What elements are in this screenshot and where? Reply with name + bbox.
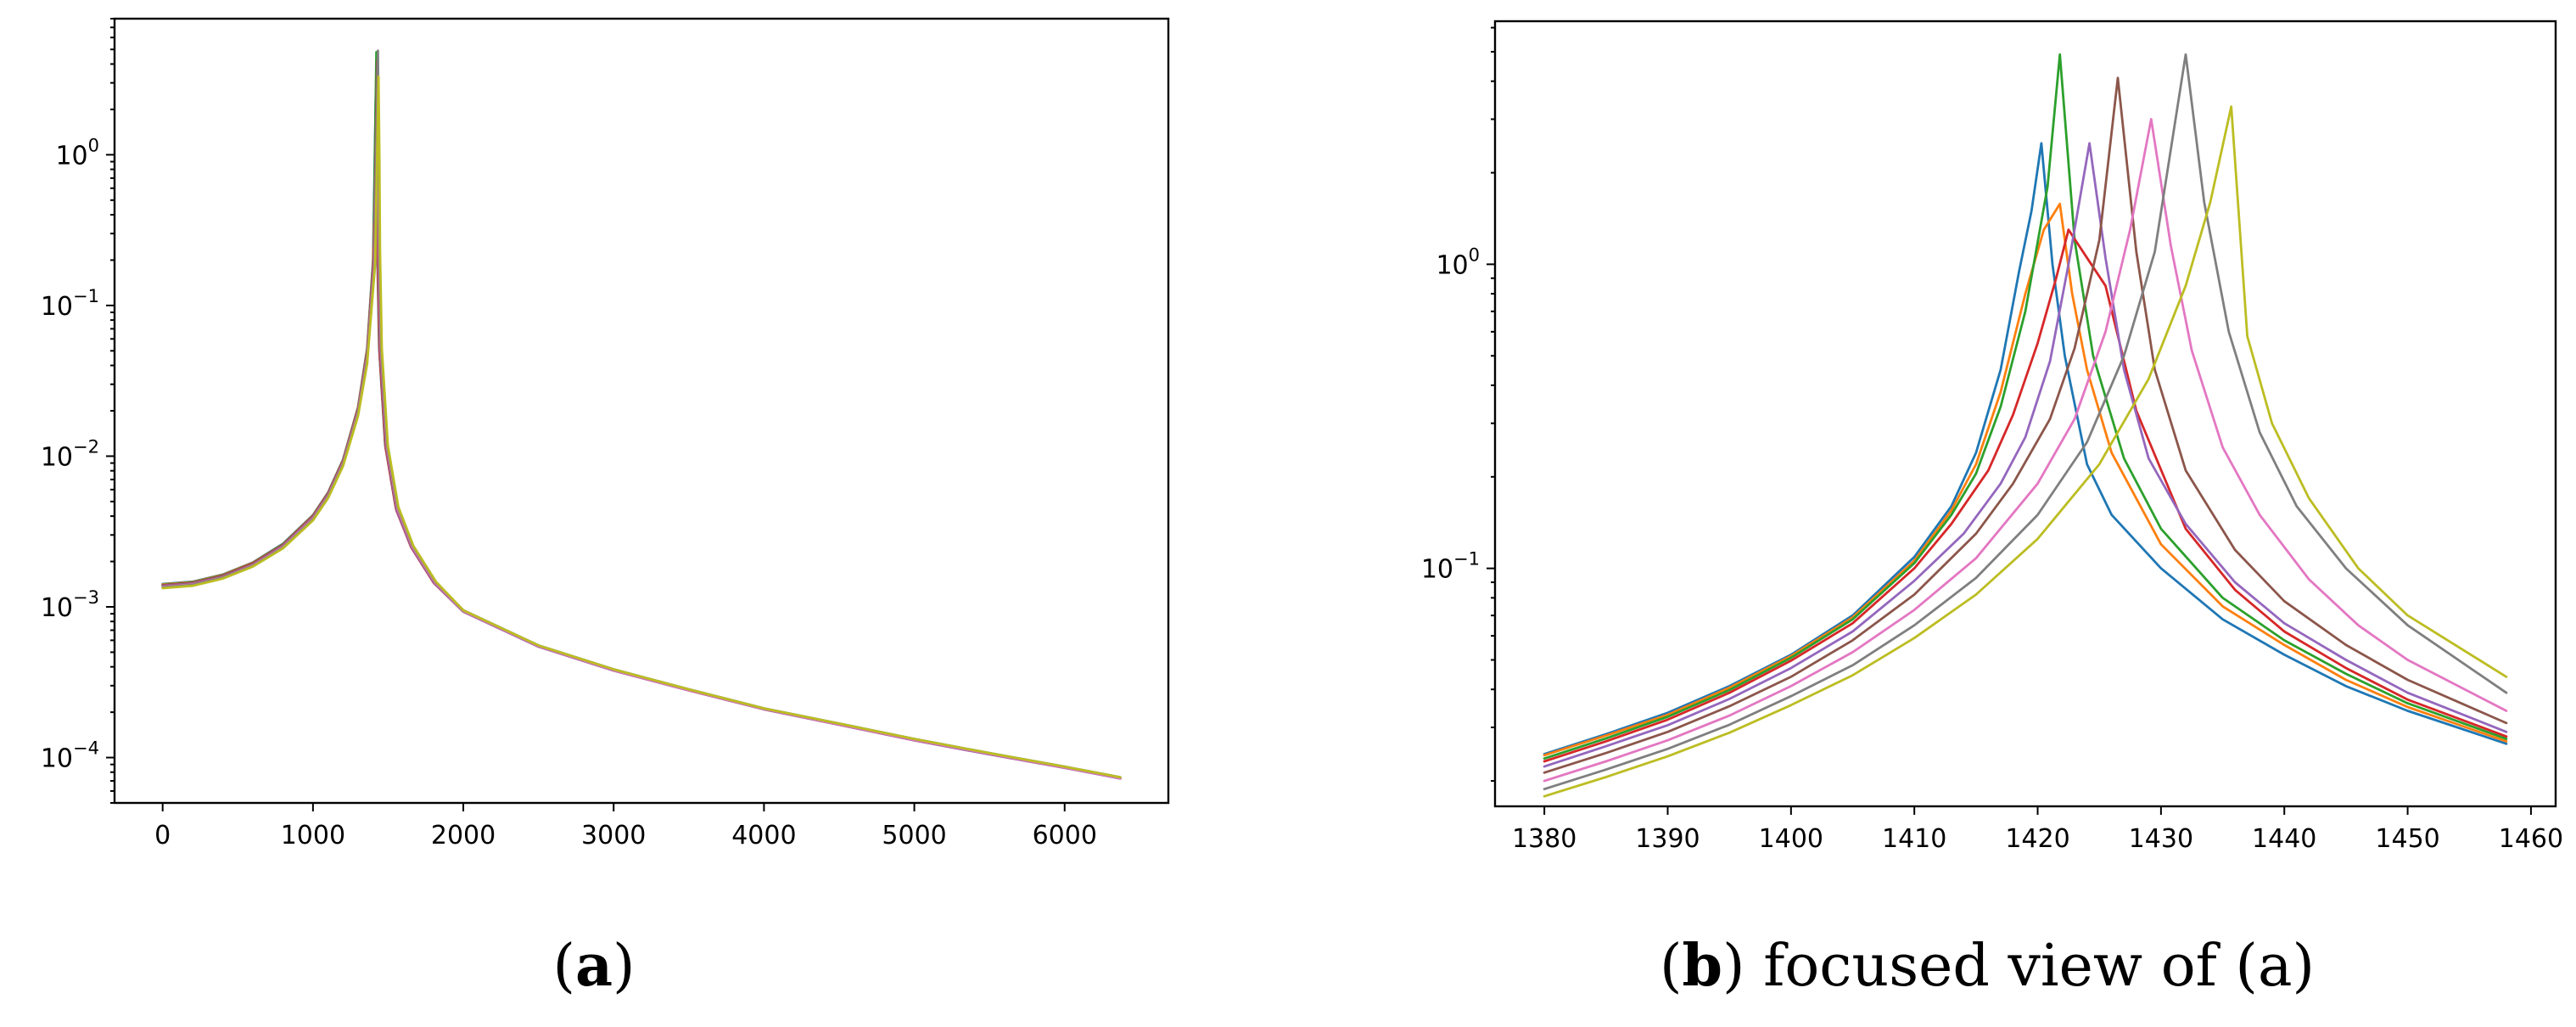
x-tick-label: 1420 <box>2005 824 2069 854</box>
x-tick-label: 4000 <box>731 821 796 850</box>
series-line-9 <box>1543 105 2508 798</box>
y-tick-label: 10−1 <box>1421 549 1480 585</box>
series-line-7 <box>161 81 1122 780</box>
series-line-1 <box>161 93 1122 779</box>
series-line-9 <box>161 75 1122 779</box>
series-line-6 <box>161 59 1122 780</box>
series-line-2 <box>161 122 1122 779</box>
x-tick-label: 2000 <box>431 821 496 850</box>
plot-frame <box>1493 20 2557 808</box>
series-line-4 <box>1543 228 2508 763</box>
y-tick-label: 10−2 <box>41 436 99 472</box>
plot-frame <box>113 17 1170 805</box>
series-line-3 <box>1543 53 2508 760</box>
series-line-2 <box>1543 202 2508 757</box>
x-tick-label: 1400 <box>1759 824 1823 854</box>
caption-b-letter: b <box>1682 932 1723 1000</box>
y-tick-label: 10−3 <box>41 587 99 623</box>
y-tick-label: 10−1 <box>41 286 99 322</box>
x-tick-label: 1430 <box>2129 824 2193 854</box>
series-group <box>1543 53 2508 798</box>
caption-a: (a) <box>552 932 636 1000</box>
x-tick-label: 1390 <box>1635 824 1700 854</box>
series-line-1 <box>1543 142 2508 755</box>
x-tick-label: 1380 <box>1512 824 1576 854</box>
caption-a-letter: a <box>574 932 613 1000</box>
x-tick-label: 5000 <box>882 821 946 850</box>
x-tick-label: 0 <box>154 821 171 850</box>
x-tick-label: 1450 <box>2375 824 2439 854</box>
series-line-4 <box>161 136 1122 780</box>
series-line-8 <box>161 49 1122 779</box>
y-tick-label: 100 <box>55 135 99 171</box>
y-tick-label: 10−4 <box>41 738 99 774</box>
x-tick-label: 1440 <box>2252 824 2316 854</box>
series-line-6 <box>1543 76 2508 774</box>
series-line-7 <box>1543 117 2508 783</box>
x-tick-label: 1410 <box>1882 824 1946 854</box>
x-tick-label: 1460 <box>2499 824 2563 854</box>
series-line-3 <box>161 51 1122 780</box>
x-tick-label: 1000 <box>281 821 345 850</box>
series-line-5 <box>1543 142 2508 768</box>
series-line-8 <box>1543 53 2508 791</box>
series-group <box>161 49 1122 780</box>
caption-b-text: focused view of (a) <box>1744 933 2316 1000</box>
panel-b-chart: 1380 1390 1400 1410 1420 1430 1440 1450 1460 10−1… <box>1421 20 2563 854</box>
y-tick-label: 100 <box>1436 244 1480 280</box>
x-tick-label: 6000 <box>1033 821 1097 850</box>
x-tick-label: 3000 <box>581 821 646 850</box>
caption-b: (b) focused view of (a) <box>1659 932 2316 1000</box>
panel-a-chart: 0 1000 2000 3000 4000 5000 6000 10−4 10−3 10−2 10−… <box>41 17 1170 850</box>
